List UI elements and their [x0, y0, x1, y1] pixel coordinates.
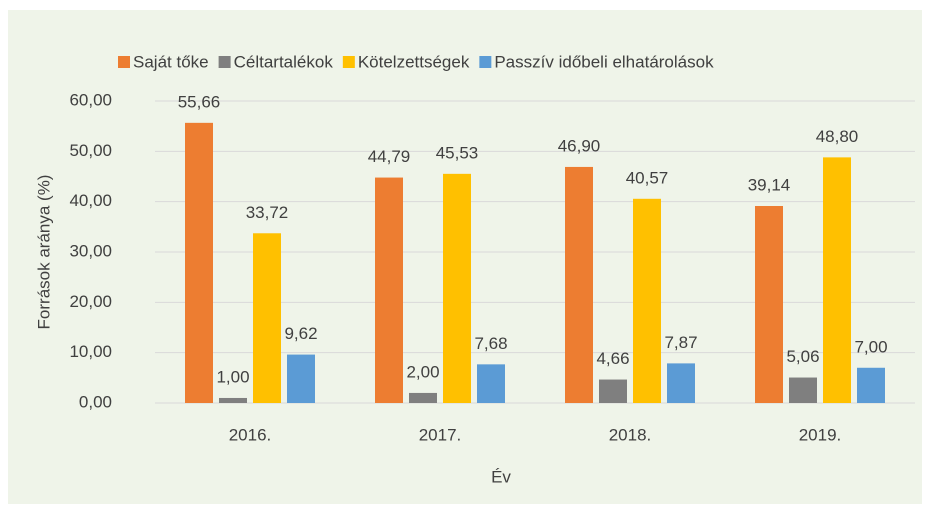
bar — [755, 205, 783, 403]
bar — [409, 392, 437, 403]
bar — [443, 173, 471, 403]
legend-swatch — [479, 56, 492, 68]
data-label: 4,66 — [596, 349, 629, 368]
legend-swatch — [118, 56, 130, 68]
y-tick-label: 30,00 — [69, 241, 112, 260]
legend-label: Saját tőke — [133, 52, 209, 71]
bar — [375, 177, 403, 403]
x-tick-label: 2019. — [799, 425, 842, 444]
legend-label: Céltartalékok — [234, 52, 334, 71]
legend-swatch — [218, 56, 231, 68]
bar — [599, 379, 627, 403]
data-label: 5,06 — [786, 347, 819, 366]
bar — [253, 233, 281, 403]
data-label: 7,00 — [854, 337, 887, 356]
legend-label: Passzív időbeli elhatárolások — [494, 52, 714, 71]
y-tick-label: 50,00 — [69, 141, 112, 160]
legend-swatch — [342, 56, 355, 68]
x-tick-label: 2017. — [419, 425, 462, 444]
bar — [185, 122, 213, 403]
y-axis-title: Források aránya (%) — [34, 175, 53, 330]
data-label: 7,87 — [664, 333, 697, 352]
data-label: 9,62 — [284, 324, 317, 343]
data-label: 48,80 — [816, 127, 859, 146]
data-label: 7,68 — [474, 334, 507, 353]
data-label: 2,00 — [406, 362, 439, 381]
y-tick-label: 20,00 — [69, 292, 112, 311]
bar — [565, 166, 593, 403]
bar — [789, 377, 817, 403]
data-label: 39,14 — [748, 175, 791, 194]
data-label: 55,66 — [178, 92, 221, 111]
legend-label: Kötelzettségek — [358, 52, 470, 71]
y-tick-label: 60,00 — [69, 90, 112, 109]
bar — [857, 367, 885, 403]
data-label: 45,53 — [436, 143, 479, 162]
y-tick-label: 0,00 — [79, 392, 112, 411]
bar — [287, 354, 315, 403]
data-label: 44,79 — [368, 147, 411, 166]
x-tick-label: 2016. — [229, 425, 272, 444]
x-tick-label: 2018. — [609, 425, 652, 444]
y-tick-label: 10,00 — [69, 342, 112, 361]
data-label: 1,00 — [216, 367, 249, 386]
data-label: 46,90 — [558, 136, 601, 155]
x-axis-title: Év — [491, 467, 511, 486]
bar — [633, 198, 661, 403]
data-label: 33,72 — [246, 203, 289, 222]
bar — [667, 363, 695, 403]
bar — [823, 157, 851, 403]
bar — [219, 397, 247, 403]
bar — [477, 364, 505, 403]
data-label: 40,57 — [626, 168, 669, 187]
y-tick-label: 40,00 — [69, 191, 112, 210]
